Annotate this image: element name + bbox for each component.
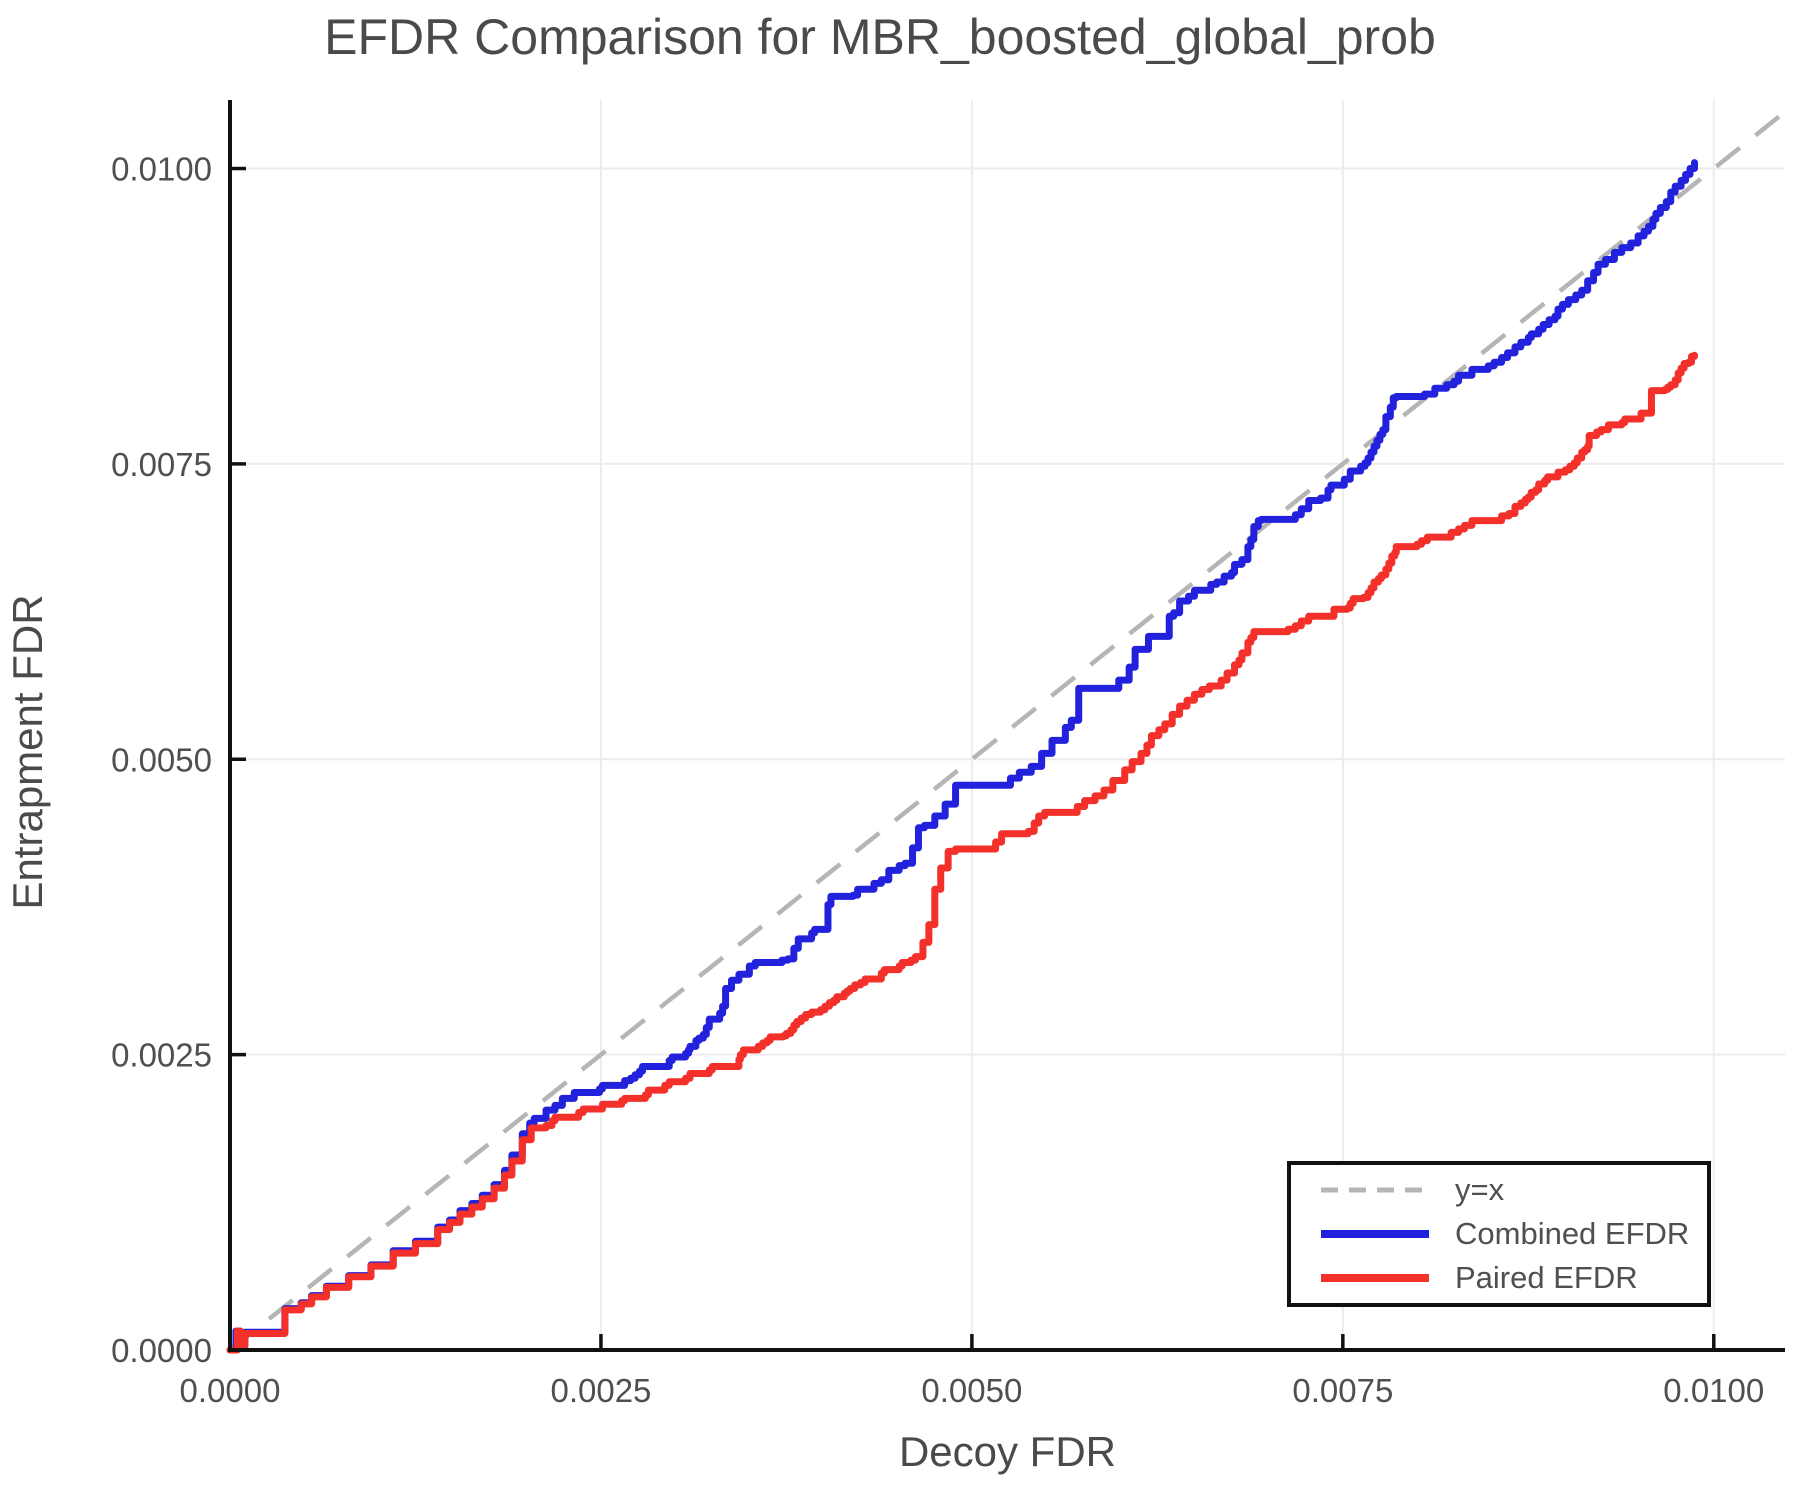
dashed-line-swatch-icon (1321, 1187, 1429, 1193)
x-tick-label: 0.0050 (921, 1372, 1022, 1409)
y-tick-label: 0.0025 (111, 1037, 212, 1074)
y-tick-label: 0.0050 (111, 741, 212, 778)
x-axis-label: Decoy FDR (898, 1428, 1117, 1475)
red-line-swatch-icon (1321, 1274, 1429, 1282)
legend-row-combined: Combined EFDR (1321, 1215, 1707, 1253)
y-tick-label: 0.0075 (111, 446, 212, 483)
y-tick-label: 0.0000 (111, 1332, 212, 1369)
x-tick-label: 0.0100 (1663, 1372, 1764, 1409)
y-tick-label: 0.0100 (111, 151, 212, 188)
series-line-paired-efdr (226, 351, 1698, 1354)
legend-label-diagonal: y=x (1455, 1172, 1505, 1207)
x-tick-label: 0.0025 (550, 1372, 651, 1409)
legend-label-paired: Paired EFDR (1455, 1260, 1638, 1295)
legend-row-diagonal: y=x (1321, 1171, 1707, 1209)
x-tick-label: 0.0075 (1292, 1372, 1393, 1409)
chart-title: EFDR Comparison for MBR_boosted_global_p… (324, 9, 1436, 65)
blue-line-swatch-icon (1321, 1230, 1429, 1238)
diagonal-reference-line (228, 110, 1787, 1352)
x-tick-label: 0.0000 (180, 1372, 281, 1409)
y-axis-label: Entrapment FDR (4, 594, 51, 910)
legend-label-combined: Combined EFDR (1455, 1216, 1690, 1251)
legend-row-paired: Paired EFDR (1321, 1259, 1707, 1297)
legend: y=x Combined EFDR Paired EFDR (1287, 1161, 1711, 1307)
series-line-combined-efdr (226, 159, 1698, 1354)
